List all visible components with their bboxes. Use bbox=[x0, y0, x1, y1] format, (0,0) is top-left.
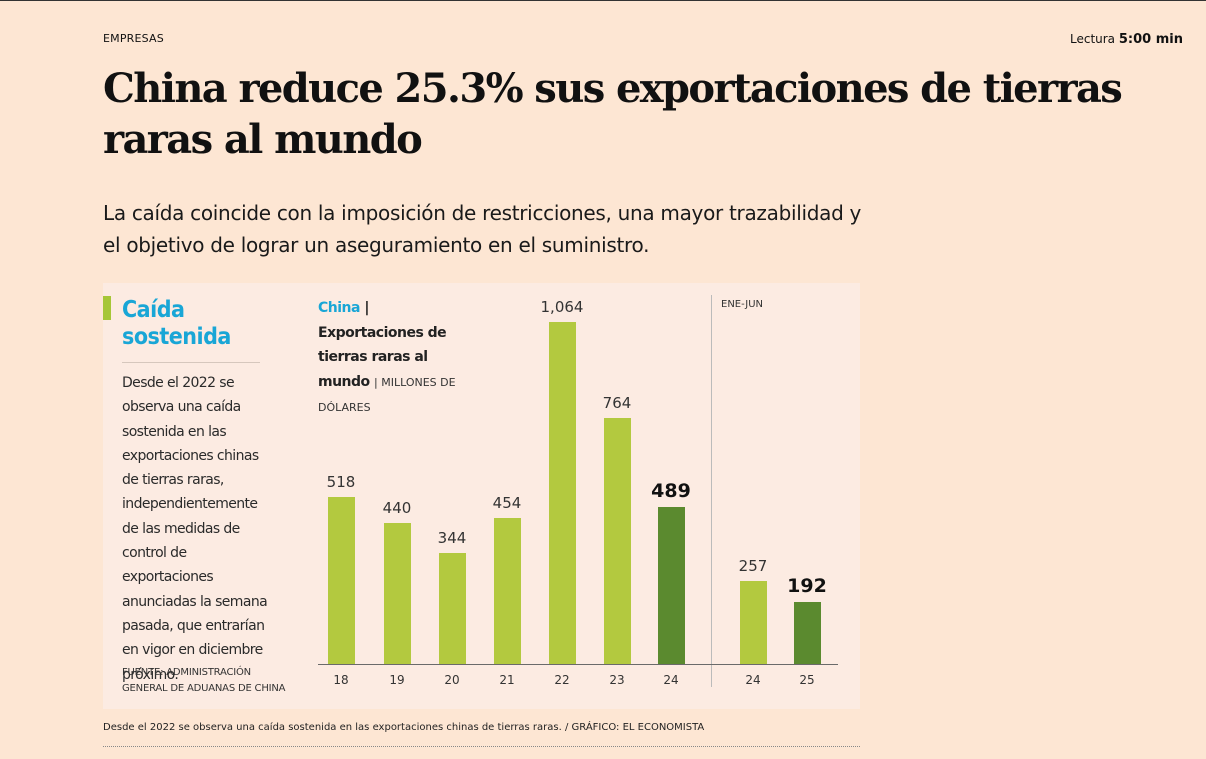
article-subtitle: La caída coincide con la imposición de r… bbox=[103, 201, 862, 257]
reading-time: Lectura 5:00 min bbox=[1070, 32, 1183, 47]
x-tick-label: 25 bbox=[799, 673, 815, 687]
x-tick-label: 18 bbox=[333, 673, 349, 687]
section-label[interactable]: EMPRESAS bbox=[103, 32, 164, 45]
chart-heading: China | Exportaciones de tierras raras a… bbox=[318, 300, 456, 415]
reading-time-label: Lectura bbox=[1069, 32, 1116, 46]
article-title: China reduce 25.3% sus exportaciones de … bbox=[103, 65, 1123, 163]
chart-units: MILLONES DE DÓLARES bbox=[318, 375, 456, 415]
chart-source: FUENTE: ADMINISTRACIÓN GENERAL DE ADUANA… bbox=[122, 667, 286, 694]
bar-value-label: 1,064 bbox=[540, 298, 584, 316]
bar-21 bbox=[493, 518, 521, 664]
figure-caption: Desde el 2022 se observa una caída soste… bbox=[103, 722, 705, 733]
bar-value-label: 518 bbox=[326, 473, 356, 491]
bar-23 bbox=[603, 418, 631, 664]
bar-18 bbox=[327, 497, 355, 664]
chart-country: China bbox=[318, 300, 360, 316]
bar-value-label: 192 bbox=[787, 575, 827, 597]
bar-20 bbox=[438, 553, 466, 664]
bar-value-label: 257 bbox=[738, 557, 768, 575]
bar-value-label: 440 bbox=[382, 499, 412, 517]
accent-bar bbox=[103, 296, 111, 320]
x-tick-label: 23 bbox=[609, 673, 625, 687]
chart-baseline bbox=[318, 664, 838, 665]
x-tick-label: 24 bbox=[663, 673, 679, 687]
bar-24 bbox=[657, 507, 685, 664]
period-label: ENE-JUN bbox=[721, 299, 764, 310]
bar-value-label: 454 bbox=[492, 494, 522, 512]
bar-25-ene-jun bbox=[793, 602, 821, 664]
period-separator bbox=[711, 295, 712, 687]
x-tick-label: 24 bbox=[745, 673, 761, 687]
side-heading: Caída sostenida bbox=[122, 297, 231, 350]
x-tick-label: 19 bbox=[389, 673, 405, 687]
bar-24-ene-jun bbox=[739, 581, 767, 664]
bar-value-label: 489 bbox=[651, 480, 691, 502]
chart-figure: Caída sostenida Desde el 2022 se observa… bbox=[103, 283, 860, 709]
x-tick-label: 20 bbox=[444, 673, 460, 687]
bar-19 bbox=[383, 523, 411, 664]
side-divider bbox=[122, 362, 260, 363]
reading-time-value: 5:00 min bbox=[1118, 32, 1183, 47]
x-tick-label: 22 bbox=[554, 673, 570, 687]
chart-title: Exportaciones de tierras raras al mundo bbox=[318, 324, 447, 390]
bar-value-label: 764 bbox=[602, 394, 632, 412]
side-text: Desde el 2022 se observa una caída soste… bbox=[122, 375, 268, 683]
bar-22 bbox=[548, 322, 576, 664]
bar-value-label: 344 bbox=[437, 529, 467, 547]
x-tick-label: 21 bbox=[499, 673, 515, 687]
caption-divider bbox=[103, 746, 860, 747]
